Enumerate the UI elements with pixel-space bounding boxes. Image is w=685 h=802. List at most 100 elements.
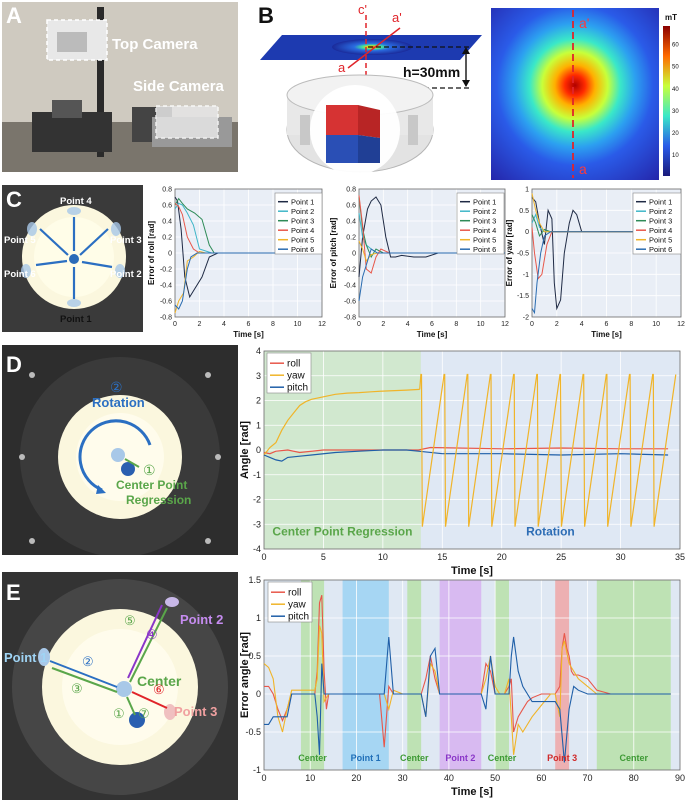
legend-entry: Point 1 [649,197,672,206]
x-tick-label: 5 [321,552,326,562]
e-step-4: ④ [146,627,158,642]
panel-letter-b: B [258,3,274,28]
chart-angle: 0 5 10 15 20 25 30 35 -4 -3 -2 -1 0 1 2 3 4 Center Point … [240,346,685,577]
legend-entry: roll [287,359,300,370]
y-tick-label: -0.8 [160,314,172,321]
legend-entry: Point 3 [291,216,314,225]
x-tick-label: 0 [261,552,266,562]
y-tick-label: 4 [256,346,261,356]
x-tick-label: 2 [198,321,202,328]
legend-entry: pitch [288,612,309,623]
panel-d-photo [2,345,238,555]
e-label-center: Center [137,673,182,689]
panel-letter-c: C [6,187,22,212]
y-tick-label: -0.4 [344,282,356,289]
y-tick-label: -4 [253,544,261,554]
x-tick-label: 30 [616,552,626,562]
panel-letter-e: E [6,580,21,605]
x-tick-label: 0 [357,321,361,328]
region-label: Center [298,753,327,763]
y-tick-label: 0.2 [162,234,172,241]
legend-entry: yaw [288,600,307,611]
y-tick-label: 0 [256,689,261,699]
y-tick-label: 0 [256,445,261,455]
y-tick-label: -0.2 [160,266,172,273]
legend-entry: Point 4 [473,226,496,235]
x-tick-label: 4 [222,321,226,328]
label-c-prime: c' [358,2,367,17]
c-label-point6: Point 6 [4,269,36,280]
legend-entry: roll [288,588,301,599]
colorbar-tick-label: 20 [672,131,679,137]
y-tick-label: -2 [523,314,529,321]
legend-entry: Point 2 [473,207,496,216]
y-tick-label: 0.4 [162,218,172,225]
e-step-1: ① [113,706,125,721]
x-tick-label: 35 [675,552,685,562]
y-tick-label: -1 [253,765,261,775]
region-band [495,580,509,770]
legend-entry: Point 1 [291,197,314,206]
y-tick-label: 1 [256,420,261,430]
colorbar [663,26,670,176]
series-line-yaw-rotation [419,373,677,527]
panel-c-photo: Point 4 Point 5 Point 3 Point 6 Point 2 … [2,185,143,332]
x-axis-label: Time [s] [233,330,264,339]
x-tick-label: 70 [583,773,593,783]
x-tick-label: 80 [629,773,639,783]
legend-entry: Point 4 [649,226,672,235]
legend-entry: Point 2 [291,207,314,216]
x-tick-label: 10 [294,321,302,328]
x-axis-label: Time [s] [451,786,493,798]
legend-box [274,192,323,255]
region-label: Point 3 [547,753,577,763]
side-camera-label: Side Camera [133,78,224,95]
y-tick-label: 3 [256,371,261,381]
height-label: h=30mm [403,64,460,80]
d-regression-label-2: Regression [126,493,192,507]
c-label-point2: Point 2 [110,269,142,280]
legend-entry: Point 5 [473,235,496,244]
top-camera-label: Top Camera [112,36,198,53]
x-tick-label: 10 [378,552,388,562]
legend-entry: Point 6 [473,245,496,254]
region-label: Point 2 [445,753,475,763]
x-tick-label: 6 [430,321,434,328]
x-tick-label: 20 [497,552,507,562]
heatmap-label-a-prime: a' [579,15,589,31]
x-tick-label: 4 [406,321,410,328]
x-tick-label: 12 [677,321,685,328]
series-line-point-3 [174,197,322,254]
panel-letter-a: A [6,3,22,28]
region-label: Rotation [526,524,575,538]
region-label: Point 1 [351,753,381,763]
y-tick-label: 0.5 [519,208,529,215]
x-tick-label: 25 [556,552,566,562]
e-step-7: ⑦ [138,706,150,721]
series-line-point-6 [358,248,505,302]
e-step-6: ⑥ [153,682,165,697]
x-tick-label: 8 [454,321,458,328]
setup-photo [2,2,238,172]
region-label: Center [400,753,429,763]
x-tick-label: 10 [652,321,660,328]
series-line-pitch [263,449,669,462]
y-axis-label: Error of pitch [rad] [329,217,338,288]
label-a: a [338,60,346,75]
y-tick-label: -0.5 [517,250,529,257]
y-axis-label: Error angle [rad] [240,632,251,719]
x-tick-label: 0 [173,321,177,328]
legend-box [267,581,313,623]
y-tick-label: -0.6 [160,298,172,305]
legend-entry: Point 6 [649,245,672,254]
chart-roll-error: 0 2 4 6 8 10 12 -0.8 -0.6 -0.4 -0.2 0 0.2 0.4 0.6 0.8 Ti… [147,186,326,339]
c-label-point5: Point 5 [4,235,36,246]
x-tick-label: 50 [490,773,500,783]
region-band [407,580,422,770]
legend-entry: Point 3 [473,216,496,225]
x-tick-label: 6 [605,321,609,328]
series-line-point-6 [531,231,681,315]
x-tick-label: 10 [305,773,315,783]
y-tick-label: -1 [253,470,261,480]
region-band [342,580,389,770]
